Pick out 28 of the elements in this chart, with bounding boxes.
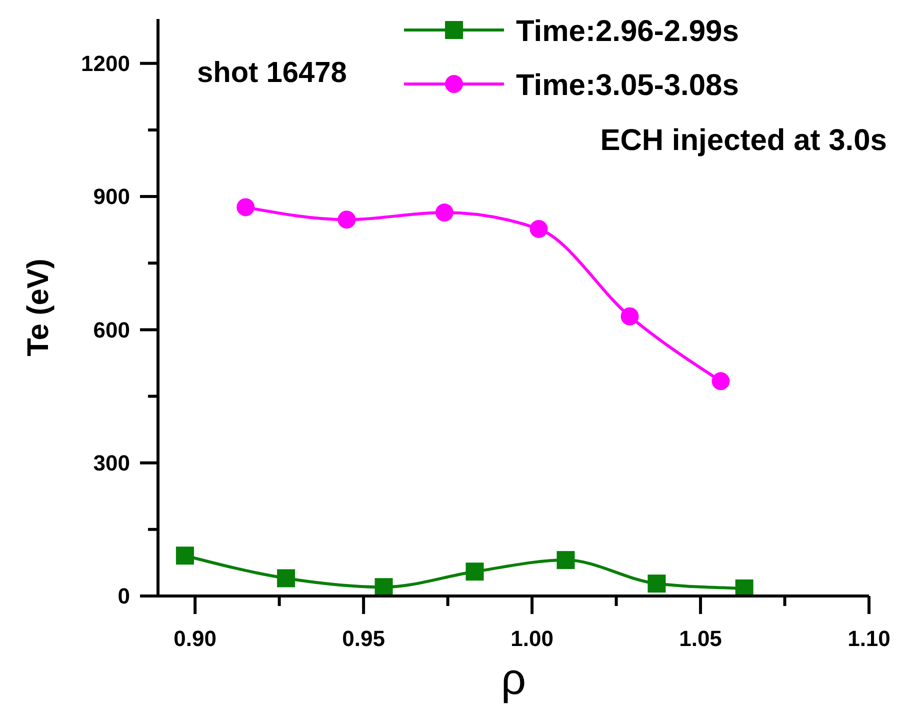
y-axis-title: Te (eV) bbox=[22, 258, 55, 356]
x-tick-label: 1.10 bbox=[848, 626, 890, 651]
point bbox=[374, 578, 393, 596]
point bbox=[620, 307, 639, 326]
y-tick-label: 600 bbox=[93, 317, 130, 342]
point bbox=[648, 574, 666, 593]
point bbox=[712, 372, 730, 390]
legend-label: Time:3.05-3.08s bbox=[516, 68, 739, 102]
x-axis-title: ρ bbox=[500, 655, 526, 704]
y-tick-label: 900 bbox=[93, 184, 130, 210]
y-tick-label: 1200 bbox=[81, 51, 130, 76]
annotation: shot 16478 bbox=[197, 57, 347, 89]
point bbox=[530, 220, 548, 238]
x-tick-label: 0.90 bbox=[174, 626, 216, 651]
point bbox=[466, 562, 484, 581]
annotation: ECH injected at 3.0s bbox=[600, 124, 887, 157]
x-tick-label: 0.95 bbox=[342, 626, 385, 651]
point bbox=[435, 204, 454, 222]
point bbox=[556, 551, 575, 570]
point bbox=[277, 569, 296, 588]
y-tick-label: 0 bbox=[118, 584, 130, 609]
point bbox=[236, 198, 255, 216]
point bbox=[176, 546, 194, 565]
legend-label: Time:2.96-2.99s bbox=[516, 14, 739, 48]
x-tick-label: 1.05 bbox=[679, 626, 722, 651]
point bbox=[338, 210, 356, 229]
x-tick-label: 1.00 bbox=[510, 626, 554, 651]
y-tick-label: 300 bbox=[93, 450, 130, 476]
